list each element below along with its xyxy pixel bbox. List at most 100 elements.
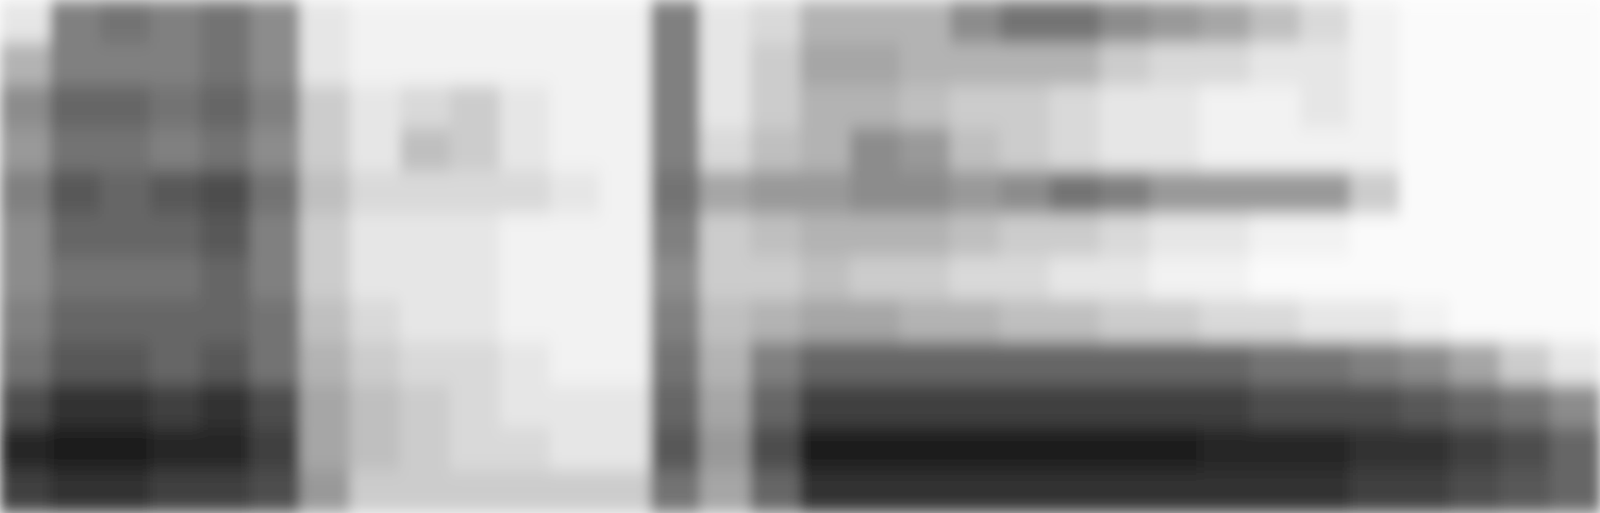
cell xyxy=(850,213,901,258)
cell xyxy=(349,43,401,87)
cell xyxy=(599,128,651,173)
cell xyxy=(449,213,501,258)
cell xyxy=(749,427,801,472)
cell xyxy=(1349,43,1401,87)
cell xyxy=(1499,213,1551,258)
cell xyxy=(299,213,351,258)
cell xyxy=(199,342,251,387)
cell xyxy=(0,213,51,258)
cell xyxy=(0,384,51,429)
plot-area xyxy=(0,0,1600,513)
cell xyxy=(1400,128,1451,173)
cell xyxy=(499,342,551,387)
cell xyxy=(499,170,551,215)
cell xyxy=(850,128,901,173)
cell xyxy=(1150,213,1201,258)
cell xyxy=(700,427,751,472)
cell xyxy=(1049,384,1101,429)
cell xyxy=(100,128,151,173)
cell xyxy=(950,128,1001,173)
cell xyxy=(149,427,201,472)
cell xyxy=(700,128,751,173)
cell xyxy=(599,342,651,387)
cell xyxy=(700,342,751,387)
cell xyxy=(800,470,851,513)
cell xyxy=(400,43,451,87)
cell xyxy=(100,342,151,387)
cell xyxy=(800,299,851,343)
cell xyxy=(1250,0,1301,44)
cell xyxy=(1550,470,1600,513)
cell xyxy=(550,43,601,87)
cell xyxy=(1499,470,1551,513)
cell xyxy=(0,0,51,44)
cell xyxy=(1000,342,1051,387)
cell xyxy=(449,170,501,215)
cell xyxy=(100,384,151,429)
cell xyxy=(950,342,1001,387)
cell xyxy=(400,128,451,173)
cell xyxy=(700,170,751,215)
cell xyxy=(1400,43,1451,87)
cell xyxy=(1300,43,1351,87)
cell xyxy=(1100,43,1151,87)
cell xyxy=(0,170,51,215)
cell xyxy=(1300,170,1351,215)
cell xyxy=(1349,85,1401,130)
cell xyxy=(250,0,301,44)
cell xyxy=(899,170,951,215)
cell xyxy=(1499,128,1551,173)
cell xyxy=(599,213,651,258)
cell xyxy=(400,256,451,301)
cell xyxy=(1250,427,1301,472)
cell xyxy=(899,85,951,130)
cell xyxy=(100,213,151,258)
cell xyxy=(1000,256,1051,301)
cell xyxy=(349,256,401,301)
cell xyxy=(1150,0,1201,44)
cell xyxy=(1049,256,1101,301)
cell xyxy=(850,342,901,387)
cell xyxy=(1150,256,1201,301)
cell xyxy=(449,384,501,429)
cell xyxy=(400,0,451,44)
cell xyxy=(1349,427,1401,472)
cell xyxy=(649,299,701,343)
cell xyxy=(1349,299,1401,343)
cell xyxy=(250,43,301,87)
cell xyxy=(950,170,1001,215)
cell xyxy=(100,256,151,301)
cell xyxy=(49,342,101,387)
cell xyxy=(950,213,1001,258)
cell xyxy=(800,85,851,130)
cell xyxy=(250,384,301,429)
cell xyxy=(1550,427,1600,472)
cell xyxy=(1450,213,1501,258)
cell xyxy=(250,170,301,215)
cell xyxy=(100,427,151,472)
cell xyxy=(199,170,251,215)
cell xyxy=(1100,427,1151,472)
cell xyxy=(1400,427,1451,472)
cell xyxy=(1250,43,1301,87)
cell xyxy=(700,0,751,44)
cell xyxy=(100,170,151,215)
cell xyxy=(1199,43,1251,87)
cell xyxy=(1199,170,1251,215)
cell xyxy=(0,299,51,343)
cell xyxy=(1250,384,1301,429)
cell xyxy=(649,342,701,387)
cell xyxy=(1150,427,1201,472)
cell xyxy=(199,0,251,44)
cell xyxy=(449,342,501,387)
cell xyxy=(1400,384,1451,429)
cell xyxy=(1499,342,1551,387)
cell xyxy=(49,0,101,44)
cell xyxy=(299,384,351,429)
cell xyxy=(1300,427,1351,472)
cell xyxy=(349,85,401,130)
cell xyxy=(1049,85,1101,130)
cell xyxy=(149,470,201,513)
cell xyxy=(250,299,301,343)
cell xyxy=(649,0,701,44)
